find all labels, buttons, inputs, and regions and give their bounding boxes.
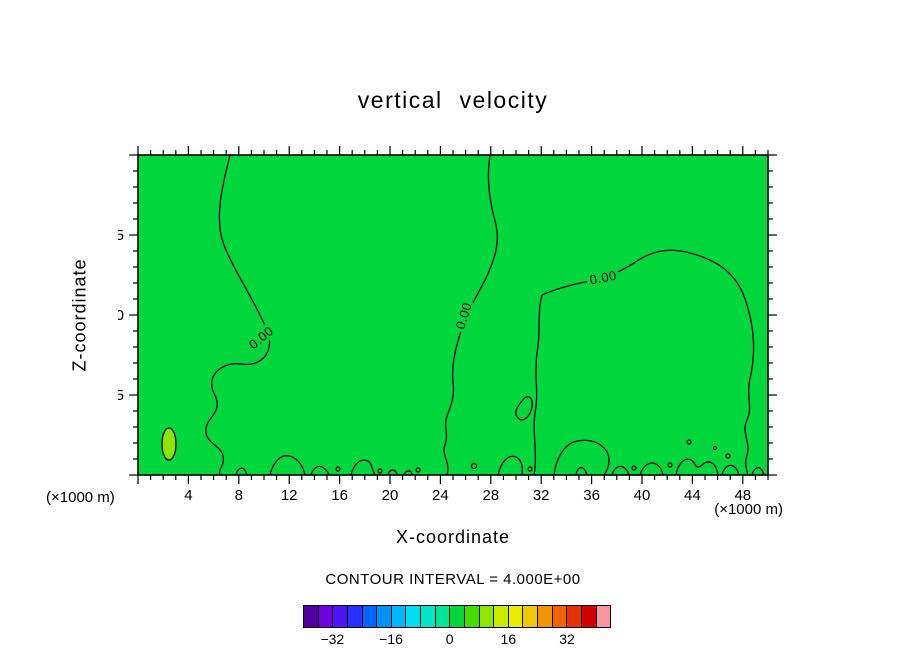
colorbar-segment [377, 606, 392, 627]
contour-hump [269, 455, 306, 476]
x-tick-label: 48 [734, 487, 751, 504]
colorbar-segment [464, 606, 480, 627]
z-tick-label: 5 [118, 387, 124, 404]
contour-ring [712, 445, 718, 451]
colorbar-segment [362, 606, 378, 627]
contour-path-descender [533, 294, 543, 476]
contour-hump [310, 465, 330, 476]
contour-plot: 0.00 0.00 0.00 4812162024283236404448510… [118, 146, 777, 504]
colorbar [303, 605, 611, 628]
x-tick-label: 4 [184, 487, 192, 504]
colorbar-segment [523, 606, 538, 627]
colorbar-segment [479, 606, 495, 627]
z-tick-label: 15 [118, 227, 124, 244]
tick-marks [129, 146, 777, 484]
x-axis-unit-left: (×1000 m) [46, 489, 115, 506]
contour-loop [515, 396, 533, 421]
contour-ring [470, 462, 478, 470]
colorbar-tick-label: 32 [559, 631, 575, 647]
colorbar-tick-label: −16 [379, 631, 403, 647]
x-tick-label: 36 [583, 487, 600, 504]
chart-title: vertical velocity [357, 87, 549, 113]
contour-hump [553, 439, 610, 476]
colorbar-segment [596, 606, 611, 627]
contour-hump [497, 455, 523, 476]
contour-ring [527, 466, 533, 472]
colorbar-segment [333, 606, 348, 627]
x-tick-label: 24 [432, 487, 449, 504]
x-tick-label: 28 [482, 487, 499, 504]
contour-interval-note: CONTOUR INTERVAL = 4.000E+00 [325, 571, 581, 588]
colorbar-segment [552, 606, 568, 627]
colorbar-segment [538, 606, 553, 627]
colorbar-tick-label: 16 [500, 631, 517, 647]
x-tick-label: 40 [634, 487, 651, 504]
colorbar-labels: −32 −16 0 16 32 [303, 631, 611, 649]
contour-hump [350, 459, 376, 476]
contour-path-middle [443, 154, 499, 476]
contour-path-right-arc [541, 249, 755, 476]
contour-ring [725, 453, 731, 459]
contour-hump [611, 465, 630, 476]
colorbar-segment [435, 606, 451, 627]
contour-ring [335, 466, 341, 472]
contour-ring [415, 467, 421, 473]
contour-ring [631, 465, 637, 471]
zero-contour-lines [205, 154, 765, 476]
colorbar-tick-label: −32 [320, 631, 345, 647]
contour-hump [387, 469, 399, 476]
x-tick-label: 16 [331, 487, 348, 504]
colorbar-segment [567, 606, 582, 627]
colorbar-segment [304, 606, 319, 627]
contour-path-left [205, 154, 271, 476]
z-tick-label: 10 [118, 307, 124, 324]
contour-ring [377, 468, 383, 474]
plot-frame [137, 154, 769, 476]
colorbar-segment [581, 606, 597, 627]
x-tick-label: 8 [235, 487, 243, 504]
colorbar-segment [494, 606, 509, 627]
colorbar-segment [421, 606, 436, 627]
colorbar-segment [391, 606, 407, 627]
contour-hump [235, 467, 248, 476]
x-axis-title: X-coordinate [395, 527, 511, 547]
colorbar-segment [450, 606, 465, 627]
x-tick-label: 44 [684, 487, 701, 504]
contour-ring [667, 462, 673, 468]
contour-hump [721, 464, 740, 476]
colorbar-segment [347, 606, 363, 627]
positive-cell-contour [161, 427, 177, 461]
contour-ring [686, 439, 692, 445]
contour-hump [751, 467, 765, 476]
contour-hump [675, 458, 719, 476]
contour-hump [639, 462, 664, 476]
x-tick-label: 32 [533, 487, 550, 504]
colorbar-segment [406, 606, 421, 627]
x-tick-label: 12 [281, 487, 298, 504]
colorbar-segment [508, 606, 524, 627]
y-axis-title: Z-coordinate [69, 258, 90, 372]
colorbar-segment [318, 606, 334, 627]
x-tick-label: 20 [382, 487, 399, 504]
x-axis-unit-right: (×1000 m) [714, 501, 783, 518]
colorbar-tick-label: 0 [445, 631, 454, 647]
contour-hump [575, 467, 588, 476]
plot-background [138, 155, 768, 475]
